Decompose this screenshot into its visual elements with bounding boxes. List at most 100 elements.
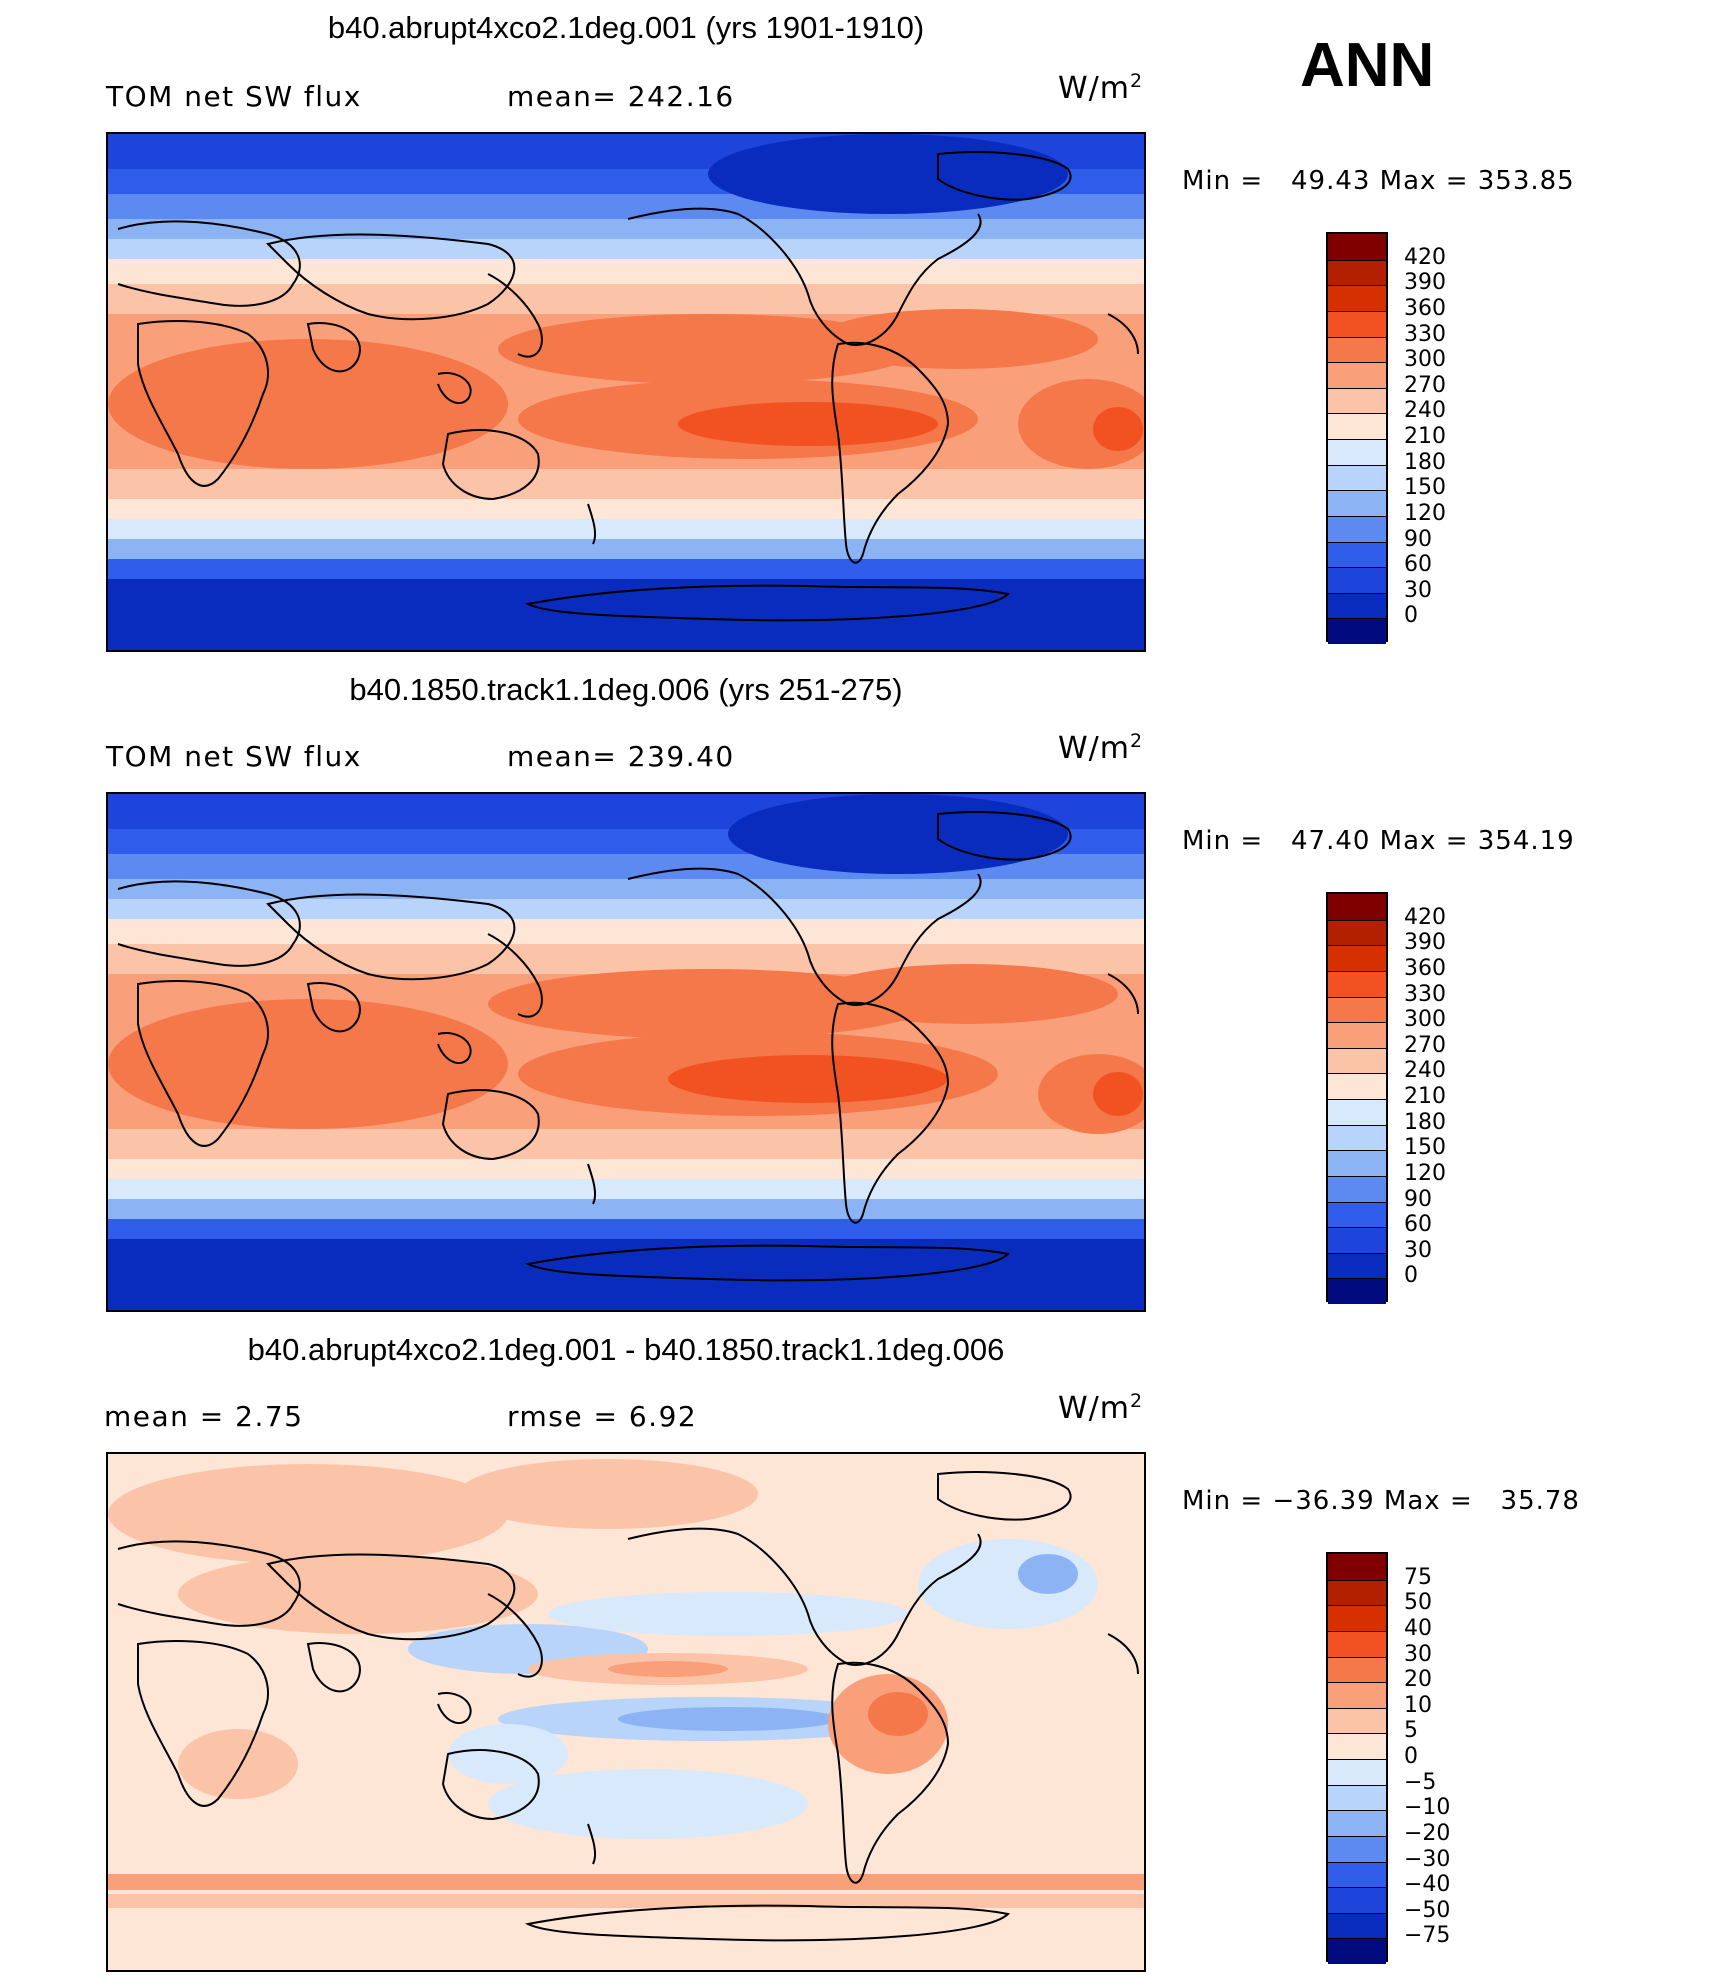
panel-1-colorbar-swatch	[1328, 234, 1386, 260]
panel-3-minmax: Min = −36.39 Max = 35.78	[1182, 1486, 1580, 1516]
panel-1-colorbar-swatch	[1328, 336, 1386, 363]
panel-1-colorbar-ticks: 420 390 360 330 300 270 240 210 180 150 120 90 60 30 0	[1400, 232, 1520, 642]
panel-1-colorbar-swatch	[1328, 618, 1386, 644]
panel-3-colorbar-tick-label: 75	[1404, 1564, 1432, 1590]
panel-1-colorbar-tick-label: 90	[1404, 526, 1432, 552]
panel-3-colorbar-swatch	[1328, 1784, 1386, 1811]
panel-1-colorbar-tick-label: 330	[1404, 321, 1446, 347]
panel-1-colorbar-tick-label: 210	[1404, 424, 1446, 449]
panel-1-colorbar-tick-label: 120	[1404, 500, 1446, 526]
panel-2-colorbar-swatch	[1328, 1124, 1386, 1151]
panel-3-colorbar-swatch	[1328, 1733, 1386, 1759]
panel-1-colorbar	[1326, 232, 1388, 644]
panel-3-colorbar-swatch	[1328, 1554, 1386, 1580]
panel-2-colorbar-swatch	[1328, 1227, 1386, 1253]
panel-2-colorbar-swatch	[1328, 970, 1386, 997]
panel-2-colorbar-tick-label: 330	[1404, 981, 1446, 1007]
panel-2-colorbar-tick-label: 270	[1404, 1032, 1446, 1058]
panel-2-colorbar-tick-label: 300	[1404, 1007, 1446, 1033]
panel-3-colorbar-swatch	[1328, 1938, 1386, 1964]
panel-1-map	[106, 132, 1146, 652]
panel-1-colorbar-swatch	[1328, 285, 1386, 311]
panel-3-colorbar-tick-label: −40	[1404, 1872, 1451, 1898]
panel-3-colorbar-swatch	[1328, 1810, 1386, 1836]
panel-1-colorbar-tick-label: 390	[1404, 270, 1446, 296]
panel-2-colorbar-swatch	[1328, 945, 1386, 971]
panel-3-map-svg	[108, 1454, 1144, 1970]
season-label: ANN	[1300, 31, 1435, 100]
panel-1-map-svg	[108, 134, 1144, 650]
panel-2-colorbar-swatch	[1328, 1201, 1386, 1228]
panel-3-colorbar-swatch	[1328, 1759, 1386, 1785]
panel-2-colorbar-tick-label: 30	[1404, 1237, 1432, 1263]
panel-2-colorbar-swatch	[1328, 1047, 1386, 1074]
panel-3-map	[106, 1452, 1146, 1972]
panel-2-colorbar-tick-label: 120	[1404, 1160, 1446, 1186]
panel-2-colorbar-swatch	[1328, 1175, 1386, 1202]
panel-2-colorbar-swatch	[1328, 1252, 1386, 1279]
panel-1-colorbar-tick-label: 300	[1404, 347, 1446, 373]
panel-1-variable-label: TOM net SW flux	[106, 80, 362, 113]
panel-1-colorbar-tick-label: 0	[1404, 603, 1418, 629]
panel-2-colorbar-tick-label: 0	[1404, 1263, 1418, 1289]
panel-3-colorbar-tick-label: 40	[1404, 1615, 1432, 1641]
panel-3-colorbar-swatch	[1328, 1707, 1386, 1734]
panel-2-variable-label: TOM net SW flux	[106, 740, 362, 773]
panel-2-colorbar-tick-label: 360	[1404, 955, 1446, 981]
panel-3-colorbar-tick-label: −10	[1404, 1795, 1451, 1821]
panel-1-colorbar-swatch	[1328, 515, 1386, 542]
panel-1-colorbar-swatch	[1328, 439, 1386, 465]
panel-3-colorbar-tick-label: −50	[1404, 1897, 1451, 1923]
panel-2-colorbar-swatch	[1328, 1022, 1386, 1048]
panel-3-colorbar-tick-label: 10	[1404, 1692, 1432, 1718]
panel-2-colorbar-swatch	[1328, 996, 1386, 1023]
panel-2-minmax: Min = 47.40 Max = 354.19	[1182, 826, 1575, 856]
panel-1-colorbar-swatch	[1328, 259, 1386, 286]
panel-3-colorbar-tick-label: 50	[1404, 1590, 1432, 1616]
panel-1-colorbar-swatch	[1328, 490, 1386, 516]
panel-1-title: b40.abrupt4xco2.1deg.001 (yrs 1901-1910)	[327, 10, 925, 45]
panel-3-units: W/m2	[1058, 1390, 1144, 1426]
panel-2-colorbar-tick-label: 180	[1404, 1109, 1446, 1135]
panel-2-map	[106, 792, 1146, 1312]
panel-3-colorbar-swatch	[1328, 1682, 1386, 1708]
panel-1-colorbar-tick-label: 360	[1404, 295, 1446, 321]
panel-1-colorbar-swatch	[1328, 567, 1386, 593]
panel-3-colorbar-swatch	[1328, 1656, 1386, 1683]
panel-1-colorbar-tick-label: 240	[1404, 398, 1446, 424]
panel-2-colorbar-tick-label: 210	[1404, 1084, 1446, 1109]
panel-3-colorbar-ticks: 75 50 40 30 20 10 5 0 −5 −10 −20 −30 −40 −50 −75	[1400, 1552, 1520, 1962]
panel-2-units: W/m2	[1058, 730, 1144, 766]
panel-3-colorbar-swatch	[1328, 1605, 1386, 1631]
panel-2-colorbar-swatch	[1328, 894, 1386, 920]
panel-3-colorbar-swatch	[1328, 1912, 1386, 1939]
panel-3-colorbar-tick-label: −30	[1404, 1846, 1451, 1872]
panel-1-colorbar-swatch	[1328, 592, 1386, 619]
panel-3-colorbar-tick-label: 5	[1404, 1718, 1418, 1744]
panel-2-colorbar-tick-label: 90	[1404, 1186, 1432, 1212]
panel-3-colorbar-tick-label: 20	[1404, 1667, 1432, 1693]
panel-3-mean-label: mean = 2.75	[104, 1400, 304, 1433]
panel-2-map-svg	[108, 794, 1144, 1310]
panel-1-units: W/m2	[1058, 70, 1144, 106]
panel-3-rmse-label: rmse = 6.92	[507, 1400, 698, 1433]
panel-3-title: b40.abrupt4xco2.1deg.001 - b40.1850.trac…	[247, 1332, 1005, 1367]
panel-3-colorbar-swatch	[1328, 1861, 1386, 1888]
panel-1-colorbar-swatch	[1328, 464, 1386, 491]
panel-3-colorbar-tick-label: −75	[1404, 1923, 1451, 1949]
panel-2-mean-label: mean= 239.40	[507, 740, 735, 773]
panel-3-colorbar-swatch	[1328, 1630, 1386, 1657]
panel-1-colorbar-swatch	[1328, 413, 1386, 439]
panel-2-colorbar-swatch	[1328, 1150, 1386, 1176]
panel-1-mean-label: mean= 242.16	[507, 80, 735, 113]
panel-2-colorbar-tick-label: 390	[1404, 930, 1446, 956]
panel-2-colorbar-swatch	[1328, 1278, 1386, 1304]
panel-1-colorbar-tick-label: 30	[1404, 577, 1432, 603]
panel-1-colorbar-swatch	[1328, 362, 1386, 388]
panel-1-colorbar-swatch	[1328, 541, 1386, 568]
panel-1-colorbar-tick-label: 270	[1404, 372, 1446, 398]
panel-2-colorbar-ticks: 420 390 360 330 300 270 240 210 180 150 120 90 60 30 0	[1400, 892, 1520, 1302]
panel-2-colorbar-tick-label: 420	[1404, 904, 1446, 930]
panel-1-colorbar-tick-label: 60	[1404, 552, 1432, 578]
panel-3-colorbar-tick-label: 0	[1404, 1744, 1418, 1769]
